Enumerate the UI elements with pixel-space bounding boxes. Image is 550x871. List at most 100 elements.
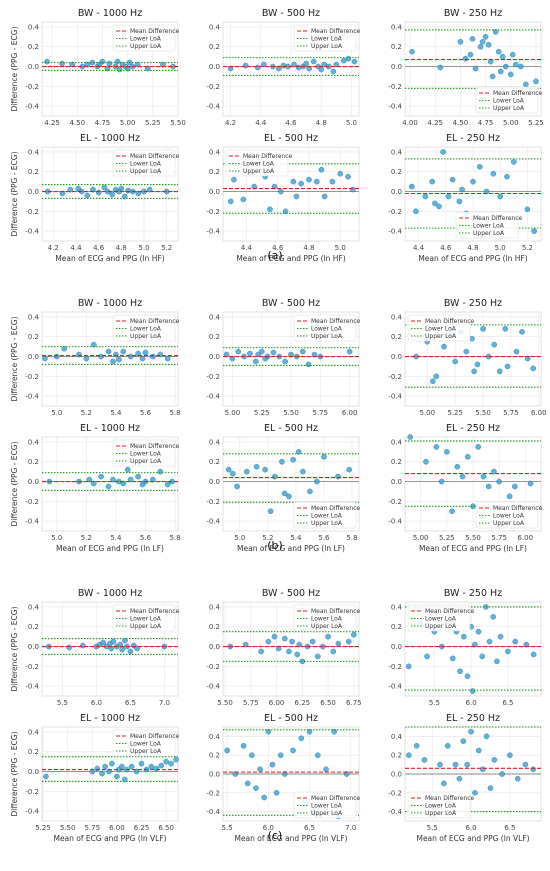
legend-box [407, 314, 471, 342]
data-point [487, 58, 494, 65]
data-point [281, 490, 288, 497]
legend-label: Mean Difference [130, 28, 179, 35]
data-point [524, 206, 531, 213]
x-tick-label: 5.0 [138, 244, 149, 252]
data-point [351, 631, 357, 638]
x-tick-label: 5.0 [234, 534, 245, 542]
data-point [408, 183, 415, 190]
legend-label: Mean Difference [243, 153, 292, 160]
y-tick-label: 0.4 [209, 438, 221, 446]
chart-panel: 0.4 0.2 0.0 -0.2 -0.4 5.0 5.2 5.4 5.6 5.8 BW - 100… [10, 298, 181, 417]
y-tick-label: -0.2 [25, 83, 39, 91]
data-point [343, 771, 350, 777]
legend-label: Upper LoA [243, 168, 275, 175]
data-point [490, 170, 497, 177]
x-tick-label: 5.0 [495, 244, 506, 252]
data-point [271, 633, 278, 640]
chart-title: BW - 500 Hz [262, 298, 320, 309]
chart-title: BW - 1000 Hz [78, 298, 142, 309]
data-point [422, 193, 429, 200]
y-tick-label: -0.2 [388, 373, 402, 381]
y-tick-label: 0.2 [391, 623, 402, 631]
data-point [494, 658, 500, 665]
y-tick-label: 0.0 [28, 353, 39, 361]
y-axis-label: Difference (PPG - ECG) [10, 441, 19, 526]
x-tick-label: 6.25 [295, 699, 311, 707]
legend-label: Lower LoA [425, 803, 457, 810]
data-point [311, 351, 318, 358]
x-tick-label: 4.6 [440, 244, 452, 252]
data-point [452, 358, 458, 365]
data-point [474, 361, 481, 368]
y-tick-label: 0.0 [391, 353, 402, 361]
data-point [286, 493, 292, 500]
y-tick-label: -0.2 [388, 208, 402, 216]
chart-title: BW - 500 Hz [262, 8, 320, 19]
data-point [61, 345, 67, 352]
legend-label: Mean Difference [311, 608, 360, 615]
data-point [492, 29, 499, 35]
y-tick-label: 0.2 [391, 333, 402, 341]
data-point [330, 68, 337, 75]
data-point [294, 651, 300, 658]
x-tick-label: 5.75 [313, 409, 329, 417]
y-tick-label: 0.0 [391, 63, 402, 71]
chart-panel: 0.4 0.2 0.0 -0.2 -0.4 4.2 4.4 4.6 4.8 5.0 5.2 EL - … [10, 133, 179, 263]
y-tick-label: 0.2 [28, 333, 39, 341]
data-point [421, 757, 428, 763]
y-tick-label: 0.2 [209, 623, 220, 631]
legend-label: Mean Difference [130, 153, 179, 160]
data-point [300, 468, 306, 475]
data-point [244, 468, 250, 475]
data-point [496, 368, 503, 375]
x-tick-label: 4.75 [95, 119, 111, 127]
x-tick-label: 5.25 [254, 409, 270, 417]
x-tick-label: 5.0 [51, 409, 62, 417]
data-point [277, 752, 284, 759]
data-point [445, 193, 452, 200]
x-tick-label: 6.00 [518, 534, 534, 542]
chart-panel: 0.4 0.2 0.0 -0.2 -0.4 5.0 5.2 5.4 5.6 5.8 EL - 500… [206, 423, 360, 553]
y-tick-label: 0.4 [28, 728, 40, 736]
y-tick-label: -0.2 [206, 208, 220, 216]
y-tick-label: 0.4 [391, 23, 403, 31]
legend-box [225, 149, 289, 177]
legend-label: Mean Difference [493, 505, 542, 512]
x-tick-label: 5.25 [439, 534, 455, 542]
data-point [491, 757, 498, 763]
x-tick-label: 4.4 [255, 119, 267, 127]
chart-title: EL - 1000 Hz [80, 133, 140, 144]
data-point [519, 328, 525, 335]
legend-label: Lower LoA [130, 326, 162, 333]
data-point [523, 641, 530, 648]
data-point [346, 466, 352, 473]
legend-label: Lower LoA [311, 616, 343, 623]
y-tick-label: 0.0 [28, 478, 39, 486]
data-point [109, 760, 115, 767]
data-point [99, 770, 105, 777]
legend-box [112, 24, 176, 52]
data-point [449, 655, 456, 662]
data-point [475, 628, 482, 635]
data-point [119, 763, 125, 770]
data-point [146, 186, 153, 193]
x-tick-label: 5.00 [503, 119, 519, 127]
data-point [349, 186, 356, 193]
data-point [90, 480, 97, 487]
data-point [464, 761, 470, 768]
x-tick-label: 6.0 [465, 824, 476, 832]
x-tick-label: 5.2 [522, 244, 533, 252]
chart-panel: 0.4 0.2 0.0 -0.2 -0.4 5.00 5.25 5.50 5.75 6.00 EL … [388, 423, 542, 553]
y-tick-label: 0.0 [391, 188, 402, 196]
x-tick-label: 4.8 [116, 244, 127, 252]
y-tick-label: -0.2 [206, 498, 220, 506]
data-point [106, 60, 113, 67]
x-tick-label: 5.50 [217, 699, 233, 707]
data-point [262, 466, 268, 473]
x-tick-label: 5.6 [318, 534, 330, 542]
y-tick-label: -0.4 [25, 393, 39, 401]
legend-label: Mean Difference [311, 505, 360, 512]
